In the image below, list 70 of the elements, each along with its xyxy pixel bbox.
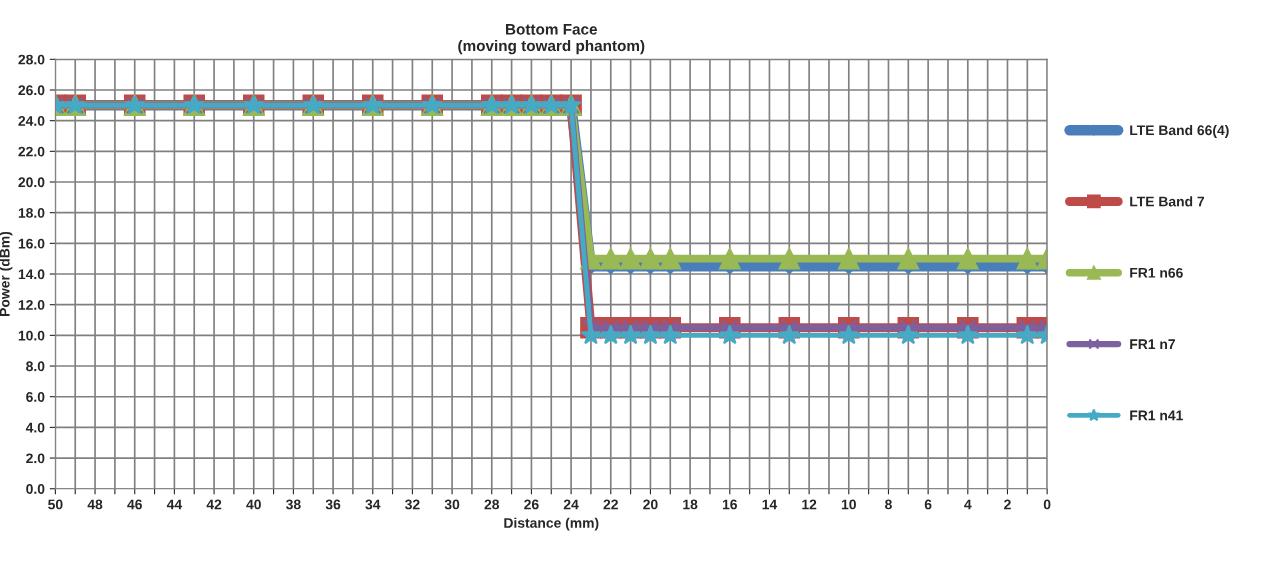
y-tick-label: 2.0 [26, 453, 45, 464]
point [719, 324, 741, 345]
legend-label: FR1 n7 [1130, 339, 1175, 349]
point [659, 324, 681, 345]
x-tick-label: 26 [524, 499, 539, 510]
x-tick-label: 18 [683, 499, 698, 510]
y-tick-label: 0.0 [26, 484, 45, 494]
y-tick-label: 14.0 [18, 269, 45, 280]
y-tick-label: 28.0 [18, 54, 45, 65]
x-tick-label: 10 [841, 499, 856, 510]
legend-label: FR1 n66 [1130, 267, 1183, 278]
x-tick-label: 50 [48, 499, 63, 510]
legend-label: LTE Band 7 [1130, 196, 1205, 207]
x-tick-label: 36 [325, 499, 341, 510]
y-tick-label: 24.0 [18, 116, 45, 126]
point [600, 324, 622, 345]
x-tick-label: 14 [762, 499, 778, 510]
x-tick-label: 6 [924, 499, 932, 510]
x-tick-label: 0 [1043, 499, 1051, 510]
point [778, 247, 801, 270]
x-tick-label: 24 [563, 499, 579, 510]
x-tick-label: 28 [484, 499, 500, 510]
point [620, 324, 641, 345]
point [639, 247, 662, 270]
point [957, 324, 979, 345]
point [600, 247, 622, 270]
x-axis-title: Distance (mm) [504, 517, 599, 531]
legend-label: LTE Band 66(4) [1130, 124, 1229, 138]
x-tick-label: 12 [802, 499, 817, 510]
x-tick-label: 34 [365, 499, 381, 510]
x-tick-label: 2 [1004, 499, 1011, 510]
x-tick-label: 16 [722, 499, 737, 510]
point [1016, 247, 1039, 270]
x-tick-label: 46 [127, 499, 142, 510]
point [897, 247, 920, 270]
y-tick-label: 16.0 [18, 238, 45, 249]
point [898, 324, 919, 345]
x-tick-label: 42 [206, 499, 222, 510]
point [779, 324, 800, 345]
legend-label: FR1 n41 [1130, 410, 1183, 421]
point [619, 247, 642, 270]
y-tick-label: 8.0 [26, 361, 45, 372]
point [1017, 324, 1038, 345]
y-tick-label: 12.0 [18, 300, 45, 310]
x-tick-label: 38 [286, 499, 301, 510]
point [580, 324, 602, 345]
x-tick-label: 32 [405, 499, 420, 510]
point [957, 247, 979, 270]
point [659, 247, 682, 270]
point [838, 324, 860, 345]
point [838, 247, 860, 270]
y-tick-label: 6.0 [26, 392, 45, 402]
x-tick-label: 40 [246, 499, 261, 510]
x-tick-label: 30 [444, 499, 460, 510]
point [640, 324, 661, 345]
y-tick-label: 22.0 [18, 146, 45, 157]
x-tick-label: 8 [885, 499, 892, 510]
x-tick-label: 20 [643, 499, 658, 510]
y-tick-label: 18.0 [18, 208, 45, 218]
y-tick-label: 20.0 [18, 177, 45, 188]
x-tick-label: 48 [87, 499, 103, 510]
x-tick-label: 44 [166, 499, 183, 510]
x-tick-label: 22 [603, 499, 618, 510]
y-axis-title: Power (dBm) [0, 231, 13, 316]
y-tick-label: 4.0 [25, 422, 45, 433]
y-tick-label: 10.0 [18, 330, 45, 341]
chart-title: Bottom Face (moving toward phantom) [458, 24, 645, 55]
y-tick-label: 26.0 [18, 85, 45, 96]
x-tick-label: 4 [964, 499, 972, 510]
point [719, 247, 741, 270]
